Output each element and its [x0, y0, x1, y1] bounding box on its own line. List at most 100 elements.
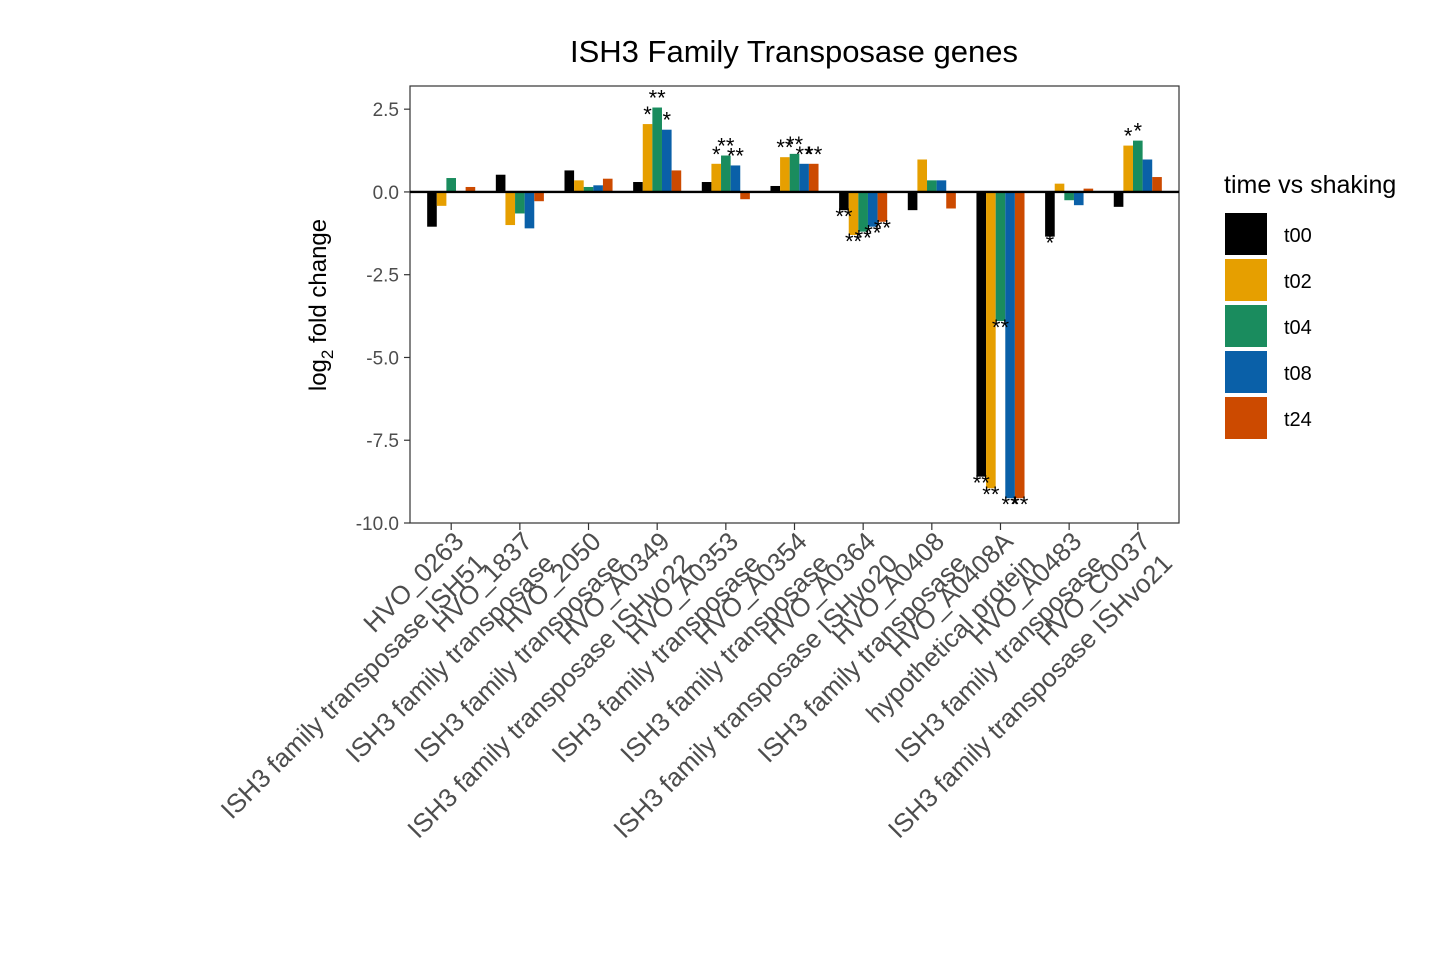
y-tick-label: 2.5: [373, 100, 399, 121]
bar-t08-5: [799, 163, 809, 192]
sig-label-t02-5: **: [776, 135, 794, 160]
bar-t24-6: [877, 191, 888, 222]
bar-t04-6: [858, 191, 868, 232]
bar-t24-10: [1152, 177, 1162, 192]
bar-t24-9: [1083, 188, 1094, 192]
sig-label-t08-3: *: [663, 108, 672, 133]
bar-t04-10: [1133, 140, 1143, 192]
bar-t02-2: [574, 180, 584, 192]
bar-t08-1: [524, 191, 535, 229]
bar-t24-1: [534, 191, 544, 202]
legend: time vs shaking t00 t02 t04 t08 t24: [1224, 171, 1396, 439]
y-tick-label: -7.5: [366, 431, 399, 452]
bar-t04-3: [652, 107, 662, 192]
sig-label-t08-6: **: [864, 221, 882, 246]
bar-t02-4: [711, 163, 722, 192]
legend-key-t02: [1225, 259, 1267, 301]
bar-t02-7: [917, 159, 928, 192]
bar-t02-9: [1054, 183, 1065, 192]
svg-text:log2 fold change: log2 fold change: [305, 219, 337, 391]
bar-t00-2: [564, 170, 575, 192]
sig-label-t00-8: **: [973, 471, 991, 496]
y-axis-title-subscript: 2: [318, 350, 337, 359]
sig-label-t02-4: *: [712, 142, 721, 167]
bar-t08-10: [1142, 159, 1153, 192]
bar-t24-4: [740, 191, 750, 200]
y-axis-title: log2 fold change: [305, 219, 337, 391]
legend-label-t00: t00: [1284, 225, 1312, 247]
bar-t24-2: [602, 178, 613, 192]
y-axis: 2.5 0.0 -2.5 -5.0 -7.5 -10.0: [356, 100, 410, 535]
bar-t00-7: [907, 191, 918, 211]
sig-label-t02-8: **: [982, 482, 1000, 507]
bar-t00-4: [701, 182, 712, 192]
bar-t24-3: [671, 170, 682, 192]
legend-key-t00: [1225, 213, 1267, 255]
bar-t02-6: [848, 191, 859, 235]
bar-t08-6: [867, 191, 878, 227]
sig-label-t04-5: **: [786, 132, 804, 157]
bar-t24-7: [946, 191, 956, 209]
bar-t04-1: [515, 191, 525, 214]
chart-title: ISH3 Family Transposase genes: [570, 34, 1018, 69]
sig-label-t24-5: **: [805, 142, 823, 167]
sig-label-t24-8: **: [1011, 492, 1029, 517]
bar-t00-0: [427, 191, 437, 227]
legend-key-t08: [1225, 351, 1267, 393]
legend-key-t24: [1225, 397, 1267, 439]
bar-t24-8: [1014, 191, 1025, 499]
bar-t04-2: [583, 186, 594, 192]
sig-label-t04-4: **: [717, 134, 735, 159]
sig-label-t00-9: *: [1046, 231, 1055, 256]
bar-t04-0: [446, 178, 456, 192]
plot-area: ******* *********** ********** ************: [409, 85, 1180, 524]
bar-t02-10: [1123, 145, 1133, 192]
legend-label-t24: t24: [1284, 409, 1312, 431]
bar-t00-5: [770, 185, 781, 192]
sig-label-t08-8: **: [1002, 492, 1020, 517]
y-tick-label: -2.5: [366, 266, 399, 287]
bar-t00-6: [839, 191, 849, 211]
sig-label-t00-6: **: [835, 204, 853, 229]
bar-t02-3: [642, 124, 653, 192]
bar-t02-5: [780, 157, 790, 192]
sig-label-t02-10: *: [1124, 124, 1133, 149]
legend-label-t04: t04: [1284, 317, 1312, 339]
sig-label-t24-6: **: [874, 216, 892, 241]
y-axis-title-rest: fold change: [305, 219, 332, 350]
y-tick-label: -10.0: [356, 514, 399, 535]
bar-t00-9: [1045, 191, 1055, 237]
bar-t04-9: [1064, 191, 1074, 201]
bar-t04-4: [721, 155, 731, 192]
bar-t24-5: [808, 163, 819, 192]
sig-label-t02-3: *: [643, 102, 652, 127]
bar-t02-0: [436, 191, 447, 206]
legend-label-t02: t02: [1284, 271, 1312, 293]
sig-label-t02-6: **: [845, 229, 863, 254]
legend-label-t08: t08: [1284, 363, 1312, 385]
bar-t04-7: [927, 180, 937, 192]
y-tick-label: -5.0: [366, 348, 399, 369]
legend-key-t04: [1225, 305, 1267, 347]
sig-label-t04-8: **: [992, 315, 1010, 340]
bar-t00-3: [633, 182, 643, 192]
bar-t00-1: [495, 174, 506, 192]
sig-label-t04-3: **: [649, 86, 667, 111]
bar-t08-2: [593, 185, 603, 192]
bar-t02-1: [505, 191, 516, 226]
sig-label-t08-4: **: [727, 143, 745, 168]
sig-label-t04-10: *: [1134, 119, 1143, 144]
bar-t04-5: [789, 153, 800, 192]
bar-t08-8: [1005, 191, 1015, 499]
bar-t08-3: [661, 129, 672, 192]
sig-label-t04-6: **: [855, 226, 873, 251]
y-tick-label: 0.0: [373, 183, 399, 204]
bar-t24-0: [465, 186, 476, 192]
bar-t04-8: [995, 191, 1006, 322]
bar-t08-7: [936, 180, 947, 192]
sig-label-t08-5: **: [796, 142, 814, 167]
y-axis-title-log: log: [305, 359, 332, 391]
bar-t08-4: [730, 165, 741, 192]
x-axis: HVO_0263ISH3 family transposase ISH51HVO…: [215, 523, 1178, 844]
